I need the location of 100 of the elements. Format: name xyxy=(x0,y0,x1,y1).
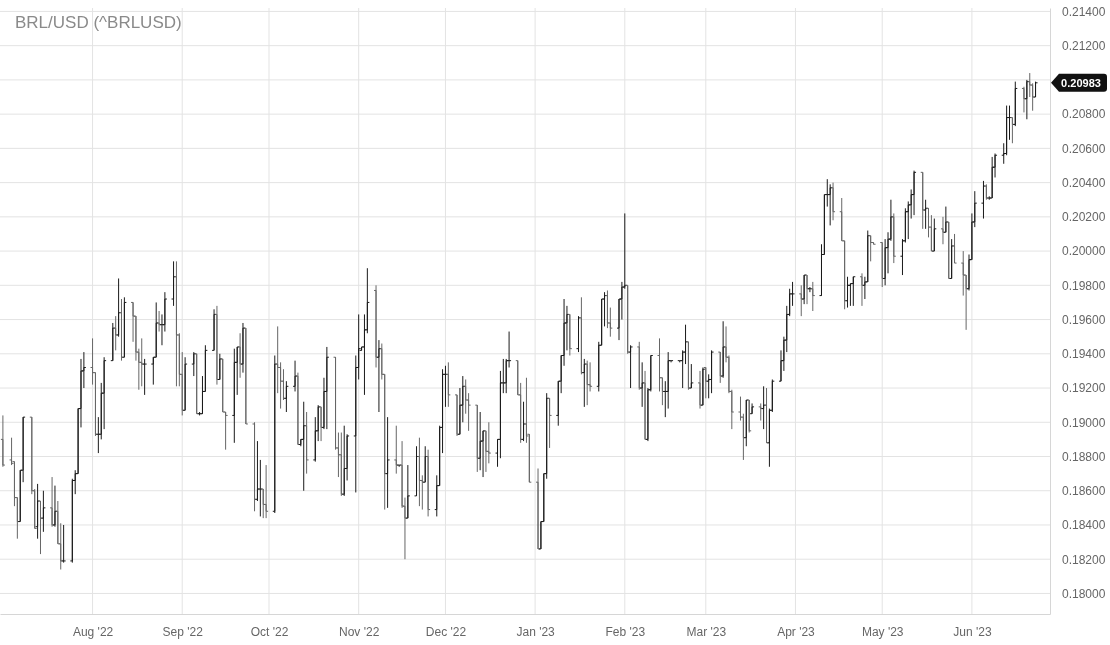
candlestick xyxy=(243,327,249,425)
candlestick xyxy=(625,284,631,355)
candlestick xyxy=(211,308,217,351)
y-tick-label: 0.21200 xyxy=(1062,39,1106,53)
candlestick xyxy=(52,485,58,528)
x-tick-label: May '23 xyxy=(861,624,904,639)
candlestick xyxy=(191,351,197,377)
candlestick xyxy=(743,399,749,447)
x-tick-label: Apr '23 xyxy=(777,624,816,639)
candlestick xyxy=(49,476,55,528)
candlestick xyxy=(850,276,856,307)
candlestick xyxy=(859,272,865,307)
candlestick xyxy=(110,322,116,362)
y-tick-label: 0.20400 xyxy=(1062,175,1106,190)
candlestick xyxy=(292,360,298,392)
y-tick-label: 0.20200 xyxy=(1062,210,1106,225)
candlestick xyxy=(0,414,6,468)
candlestick xyxy=(578,296,584,375)
x-tick-label: Jan '23 xyxy=(516,624,556,639)
candlestick xyxy=(38,500,43,555)
y-tick-label: 0.18000 xyxy=(1062,586,1106,601)
candlestick xyxy=(422,445,428,483)
candlestick xyxy=(931,218,937,252)
candlestick xyxy=(338,432,344,497)
candlestick xyxy=(628,344,634,389)
candlestick xyxy=(717,351,723,384)
candlestick xyxy=(385,416,391,509)
chart-title: BRL/USD (^BRLUSD) xyxy=(15,13,182,32)
x-tick-label: Dec '22 xyxy=(425,624,467,639)
candlestick xyxy=(214,305,220,386)
candlestick xyxy=(254,440,260,502)
candlestick xyxy=(700,366,706,406)
candlestick xyxy=(405,464,411,519)
candlestick xyxy=(830,182,836,221)
candlestick xyxy=(798,284,804,317)
y-tick-label: 0.18800 xyxy=(1062,449,1106,464)
y-tick-label: 0.19800 xyxy=(1062,278,1106,293)
candlestick xyxy=(416,437,422,507)
candlestick xyxy=(576,315,582,353)
candlestick xyxy=(61,524,67,564)
candlestick xyxy=(1012,81,1018,127)
candlestick xyxy=(636,341,642,391)
candlestick xyxy=(142,358,148,396)
x-tick-label: Aug '22 xyxy=(72,624,114,639)
candlestick xyxy=(697,370,703,410)
candlestick xyxy=(139,337,145,387)
candlestick xyxy=(231,348,237,444)
candlestick xyxy=(283,380,289,413)
candlestick xyxy=(252,421,258,512)
y-tick-label: 0.20000 xyxy=(1062,244,1106,259)
candlestick xyxy=(171,260,177,307)
candlestick xyxy=(879,242,885,288)
candlestick xyxy=(940,216,946,245)
candlestick xyxy=(113,315,119,351)
y-tick-label: 0.18200 xyxy=(1062,552,1106,567)
candlestick xyxy=(810,281,816,312)
candlestick xyxy=(272,355,278,514)
y-tick-label: 0.21400 xyxy=(1062,4,1106,19)
candlestick xyxy=(240,322,246,374)
x-tick-label: Mar '23 xyxy=(686,624,727,639)
candlestick xyxy=(891,212,897,264)
candlestick xyxy=(535,467,541,550)
candlestick xyxy=(827,183,833,226)
candlestick xyxy=(341,425,347,497)
y-tick-label: 0.18400 xyxy=(1062,518,1106,533)
candlestick xyxy=(1021,86,1027,113)
x-tick-label: Nov '22 xyxy=(339,624,380,639)
candlestick xyxy=(182,356,188,411)
candlestick xyxy=(639,361,645,408)
candlestick xyxy=(949,238,955,279)
candlestick xyxy=(257,459,263,517)
candlestick xyxy=(116,277,122,338)
candlestick xyxy=(943,206,949,233)
candlestick xyxy=(121,296,127,358)
candlestick xyxy=(445,361,451,408)
candlestick xyxy=(425,449,431,517)
candlestick xyxy=(688,363,694,389)
y-tick-label: 0.19400 xyxy=(1062,347,1106,362)
x-tick-label: Feb '23 xyxy=(605,624,646,639)
candlestick xyxy=(911,170,917,216)
y-tick-label: 0.18600 xyxy=(1062,484,1106,499)
candlestick xyxy=(220,358,226,413)
y-tick-label: 0.19200 xyxy=(1062,381,1106,396)
y-tick-label: 0.20600 xyxy=(1062,141,1106,156)
y-tick-label: 0.19600 xyxy=(1062,312,1106,327)
candlestick xyxy=(547,397,553,449)
candlestick xyxy=(463,378,469,415)
y-tick-label: 0.20800 xyxy=(1062,107,1106,122)
candlestick xyxy=(952,233,958,264)
text: 0.20983 xyxy=(1061,76,1101,89)
candlestick xyxy=(156,310,162,333)
candlestick xyxy=(709,349,715,394)
candlestick xyxy=(920,171,926,230)
candlestick xyxy=(683,324,689,365)
candlestick xyxy=(567,313,573,357)
candlestick xyxy=(173,260,179,387)
candlestick xyxy=(804,274,810,305)
candlestick xyxy=(946,221,952,279)
candlestick xyxy=(657,337,662,392)
candlestick xyxy=(237,332,243,379)
